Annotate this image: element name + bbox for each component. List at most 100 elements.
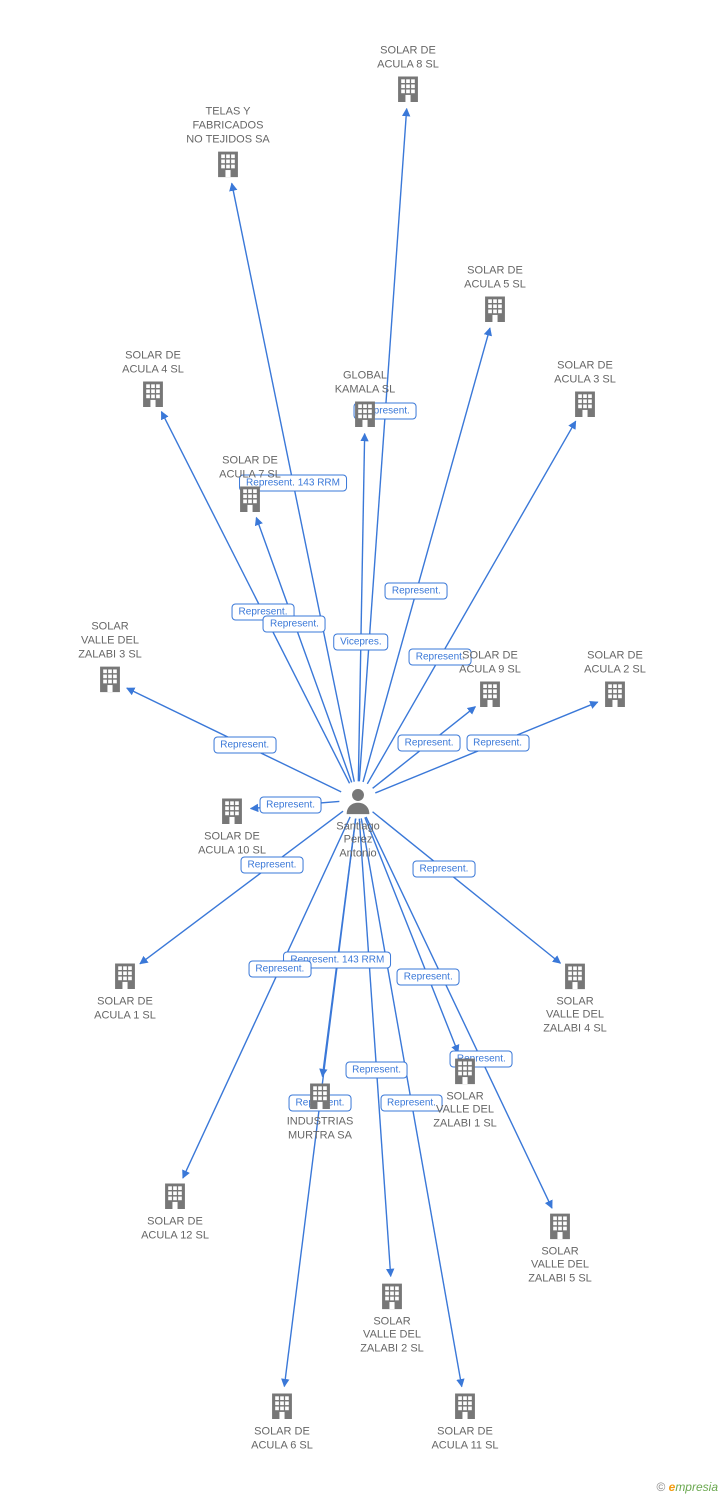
- building-icon: [375, 1279, 409, 1313]
- company-node: SOLAR DEACULA 11 SL: [405, 1389, 525, 1453]
- node-label: SOLARVALLE DELZALABI 1 SL: [405, 1090, 525, 1131]
- company-node: GLOBALKAMALA SL: [305, 368, 425, 432]
- building-icon: [93, 662, 127, 696]
- building-icon: [473, 677, 507, 711]
- company-node: SOLARVALLE DELZALABI 3 SL: [50, 619, 170, 696]
- building-icon: [448, 1389, 482, 1423]
- company-node: INDUSTRIASMURTRA SA: [260, 1079, 380, 1143]
- edge: [367, 421, 575, 784]
- node-label: SOLAR DEACULA 12 SL: [115, 1215, 235, 1243]
- node-label: SOLAR DEACULA 9 SL: [430, 650, 550, 678]
- building-icon: [568, 387, 602, 421]
- building-icon: [215, 794, 249, 828]
- edge: [358, 434, 364, 782]
- brand-name: mpresia: [675, 1480, 718, 1494]
- node-label: TELAS YFABRICADOSNO TEJIDOS SA: [168, 106, 288, 147]
- edge: [140, 811, 343, 964]
- person-icon: [341, 784, 375, 818]
- edge: [366, 817, 552, 1208]
- building-icon: [233, 482, 267, 516]
- edges-layer: [0, 0, 728, 1500]
- edge-label: Represent.: [289, 1094, 352, 1111]
- edge: [251, 801, 340, 808]
- edge: [375, 702, 597, 793]
- building-icon: [136, 377, 170, 411]
- building-icon: [211, 147, 245, 181]
- building-icon: [158, 1179, 192, 1213]
- company-node: SOLAR DEACULA 6 SL: [222, 1389, 342, 1453]
- building-icon: [303, 1079, 337, 1113]
- edge-label: Represent.: [397, 969, 460, 986]
- edge: [373, 707, 476, 789]
- edge: [284, 819, 355, 1387]
- building-icon: [348, 397, 382, 431]
- edge-label: Represent.: [385, 583, 448, 600]
- network-diagram: © empresia Represent. Represent. 143 RRM R…: [0, 0, 728, 1500]
- edge-label: Represent.: [240, 856, 303, 873]
- node-label: INDUSTRIASMURTRA SA: [260, 1115, 380, 1143]
- edge-label: Represent.: [409, 648, 472, 665]
- node-label: SOLARVALLE DELZALABI 5 SL: [500, 1245, 620, 1286]
- edge: [373, 812, 561, 964]
- edge-label: Represent.: [354, 403, 417, 420]
- company-node: SOLARVALLE DELZALABI 5 SL: [500, 1209, 620, 1286]
- building-icon: [391, 72, 425, 106]
- edge-label: Vicepres.: [333, 634, 389, 651]
- edge-label: Represent.: [466, 734, 529, 751]
- company-node: SOLARVALLE DELZALABI 4 SL: [515, 959, 635, 1036]
- company-node: SOLARVALLE DELZALABI 2 SL: [332, 1279, 452, 1356]
- edge: [232, 183, 354, 781]
- company-node: SOLARVALLE DELZALABI 1 SL: [405, 1054, 525, 1131]
- company-node: SOLAR DEACULA 3 SL: [525, 358, 645, 422]
- edge: [359, 109, 406, 782]
- company-node: SOLAR DEACULA 5 SL: [435, 263, 555, 327]
- edge: [363, 328, 490, 782]
- node-label: SOLAR DEACULA 11 SL: [405, 1425, 525, 1453]
- edge: [183, 817, 350, 1178]
- building-icon: [598, 677, 632, 711]
- building-icon: [543, 1209, 577, 1243]
- edge-label: Represent.: [213, 737, 276, 754]
- node-label: SOLAR DEACULA 10 SL: [172, 830, 292, 858]
- node-label: SOLAR DEACULA 2 SL: [555, 650, 675, 678]
- company-node: SOLAR DEACULA 2 SL: [555, 648, 675, 712]
- company-node: TELAS YFABRICADOSNO TEJIDOS SA: [168, 104, 288, 181]
- edge: [161, 412, 349, 784]
- edge-label: Represent. 143 RRM: [239, 474, 347, 491]
- edge: [127, 688, 341, 792]
- company-node: SOLAR DEACULA 1 SL: [65, 959, 185, 1023]
- edge: [322, 819, 355, 1077]
- node-label: SOLARVALLE DELZALABI 2 SL: [332, 1315, 452, 1356]
- building-icon: [558, 959, 592, 993]
- node-label: SOLAR DEACULA 3 SL: [525, 360, 645, 388]
- edge-label: Represent.: [398, 735, 461, 752]
- edge-label: Represent. 143 RRM: [283, 952, 391, 969]
- building-icon: [448, 1054, 482, 1088]
- edge-label: Represent.: [380, 1094, 443, 1111]
- node-label: SOLAR DEACULA 1 SL: [65, 995, 185, 1023]
- edge-label: Represent.: [232, 604, 295, 621]
- node-label: SOLAR DEACULA 7 SL: [190, 455, 310, 483]
- edge-label: Represent.: [259, 797, 322, 814]
- node-label: SOLAR DEACULA 6 SL: [222, 1425, 342, 1453]
- edge: [365, 817, 458, 1052]
- edge-label: Represent.: [263, 615, 326, 632]
- node-label: SantiagoPerezAntonio: [298, 820, 418, 861]
- building-icon: [265, 1389, 299, 1423]
- company-node: SOLAR DEACULA 4 SL: [93, 348, 213, 412]
- company-node: SOLAR DEACULA 12 SL: [115, 1179, 235, 1243]
- edge: [361, 818, 461, 1386]
- edge: [359, 819, 390, 1277]
- node-label: SOLAR DEACULA 8 SL: [348, 45, 468, 73]
- node-label: SOLAR DEACULA 5 SL: [435, 265, 555, 293]
- building-icon: [108, 959, 142, 993]
- company-node: SOLAR DEACULA 9 SL: [430, 648, 550, 712]
- watermark: © empresia: [656, 1480, 718, 1494]
- edge: [256, 518, 351, 783]
- person-node: SantiagoPerezAntonio: [298, 784, 418, 861]
- edge-label: Represent.: [345, 1062, 408, 1079]
- company-node: SOLAR DEACULA 10 SL: [172, 794, 292, 858]
- edge-label: Represent.: [412, 861, 475, 878]
- edge-label: Represent.: [450, 1051, 513, 1068]
- company-node: SOLAR DEACULA 8 SL: [348, 43, 468, 107]
